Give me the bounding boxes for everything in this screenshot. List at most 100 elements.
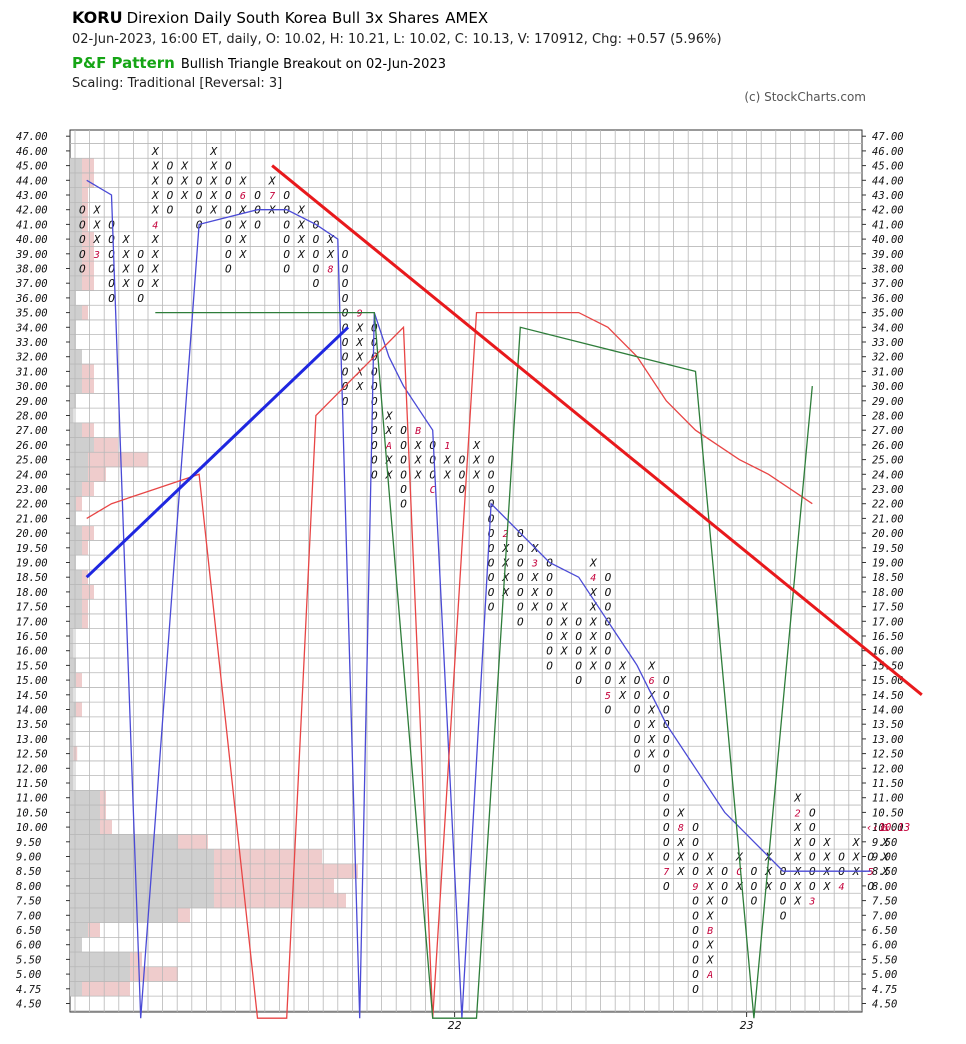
y-tick-label-right: 41.00 (872, 219, 904, 231)
pf-o-box: O (692, 968, 699, 981)
pf-o-box: O (371, 439, 378, 452)
pf-o-box: O (721, 865, 728, 878)
pf-o-box: O (546, 645, 553, 658)
pf-o-box: O (663, 704, 670, 717)
y-tick-label-right: 43.00 (872, 190, 904, 202)
pf-x-box: X (531, 571, 540, 584)
month-marker: 9 (692, 882, 698, 893)
pattern-text: Bullish Triangle Breakout on 02-Jun-2023 (180, 57, 446, 72)
pf-o-box: O (809, 880, 816, 893)
y-tick-label-left: 35.00 (15, 308, 48, 320)
volume-bar-gray (70, 378, 82, 394)
pf-o-box: O (225, 263, 232, 276)
pf-o-box: O (721, 880, 728, 893)
pf-o-box: O (663, 836, 670, 849)
y-tick-label-left: 12.00 (16, 763, 48, 775)
pf-o-box: O (371, 424, 378, 437)
copyright-label: (c) StockCharts.com (744, 90, 866, 104)
x-tick-label: 23 (740, 1019, 754, 1032)
y-tick-label-right: 7.50 (872, 896, 897, 908)
volume-bar-pink (82, 613, 88, 629)
y-tick-label-right: 23.00 (872, 484, 904, 496)
pf-x-box: X (706, 939, 715, 952)
pf-x-box: X (122, 277, 131, 290)
pf-x-box: X (355, 321, 364, 334)
exchange-label: AMEX (445, 9, 489, 27)
pf-x-box: X (122, 263, 131, 276)
pf-o-box: O (137, 263, 144, 276)
pf-x-box: X (180, 189, 189, 202)
month-marker: 4 (838, 882, 844, 893)
pf-x-box: X (793, 836, 802, 849)
pf-x-box: X (823, 836, 832, 849)
pf-o-box: O (517, 571, 524, 584)
month-marker: 8 (327, 265, 333, 276)
y-tick-label-right: 11.00 (872, 793, 904, 805)
pf-o-box: O (342, 248, 349, 261)
y-tick-label-right: 7.00 (872, 910, 897, 922)
volume-bar-pink (100, 805, 106, 820)
pf-o-box: O (575, 615, 582, 628)
pf-o-box: O (225, 204, 232, 217)
pf-x-box: X (531, 601, 540, 614)
pf-x-box: X (180, 160, 189, 173)
pf-x-box: X (677, 836, 686, 849)
y-tick-label-right: 14.00 (872, 705, 904, 717)
y-tick-label-left: 21.00 (16, 513, 48, 525)
pf-x-box: X (560, 615, 569, 628)
pf-o-box: O (575, 645, 582, 658)
volume-bar-pink (82, 481, 94, 497)
pf-o-box: O (459, 468, 466, 481)
volume-bar-gray (70, 863, 214, 879)
pf-x-box: X (385, 468, 394, 481)
pf-o-box: O (488, 557, 495, 570)
volume-bar-gray (70, 305, 82, 320)
volume-bar-gray (70, 849, 214, 864)
pf-o-box: O (225, 160, 232, 173)
pf-o-box: O (605, 630, 612, 643)
pf-o-box: O (546, 630, 553, 643)
y-tick-label-right: 37.00 (871, 278, 904, 290)
pattern-label: P&F Pattern (72, 54, 175, 72)
volume-bar-gray (70, 893, 214, 908)
pf-o-box: O (663, 880, 670, 893)
pf-o-box: O (809, 806, 816, 819)
y-tick-label-left: 46.00 (16, 146, 48, 158)
month-marker: 8 (678, 823, 684, 834)
y-tick-label-right: 5.50 (872, 954, 897, 966)
y-tick-label-left: 14.50 (16, 690, 48, 702)
pf-o-box: O (254, 218, 261, 231)
volume-bar-pink (130, 952, 142, 967)
pf-x-box: X (122, 248, 131, 261)
volume-bar-gray (70, 158, 82, 173)
pf-o-box: O (167, 189, 174, 202)
volume-bar-gray (70, 452, 88, 467)
pf-o-box: O (692, 895, 699, 908)
volume-bar-gray (70, 658, 76, 673)
pf-o-box: O (663, 762, 670, 775)
volume-bar-gray (70, 746, 74, 761)
y-tick-label-right: 10.50 (872, 807, 904, 819)
y-tick-label-left: 5.50 (16, 954, 41, 966)
y-tick-label-left: 34.00 (15, 322, 48, 334)
pf-x-box: X (326, 248, 335, 261)
pf-o-box: O (167, 204, 174, 217)
y-tick-label-left: 4.50 (16, 999, 41, 1011)
pf-o-box: O (137, 277, 144, 290)
month-marker: 3 (93, 250, 100, 261)
y-tick-label-right: 18.50 (872, 572, 904, 584)
pf-x-box: X (560, 630, 569, 643)
pf-o-box: O (79, 248, 86, 261)
y-tick-label-right: 47.00 (872, 131, 904, 143)
volume-bar-gray (70, 202, 82, 218)
volume-bar-gray (70, 246, 82, 262)
y-tick-label-right: 17.00 (872, 616, 904, 628)
y-tick-label-left: 47.00 (16, 131, 48, 143)
y-tick-label-right: 4.75 (872, 984, 897, 996)
y-tick-label-right: 42.00 (872, 205, 904, 217)
pf-x-box: X (355, 336, 364, 349)
volume-bar-pink (82, 231, 94, 247)
pf-x-box: X (93, 233, 102, 246)
pf-x-box: X (385, 424, 394, 437)
volume-bar-gray (70, 437, 94, 453)
